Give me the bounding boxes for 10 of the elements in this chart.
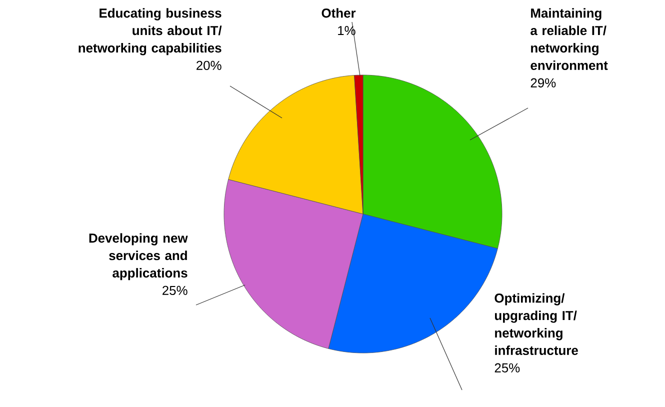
data-label: 1%: [338, 26, 356, 36]
data-label: 29%: [530, 78, 556, 88]
data-label: 20%: [196, 60, 222, 70]
data-label: 25%: [494, 363, 520, 372]
slice-label: Educating business units about IT/ networking capabilities: [78, 8, 222, 56]
slice-label: Maintaining a reliable IT/ networking environment: [530, 8, 608, 70]
slice-label: Optimizing/ upgrading IT/ networking infrastructure: [494, 293, 578, 356]
data-label: 25%: [162, 286, 188, 296]
slice-label: Other: [322, 8, 356, 18]
slice-label: Developing new services and applications: [89, 233, 188, 280]
